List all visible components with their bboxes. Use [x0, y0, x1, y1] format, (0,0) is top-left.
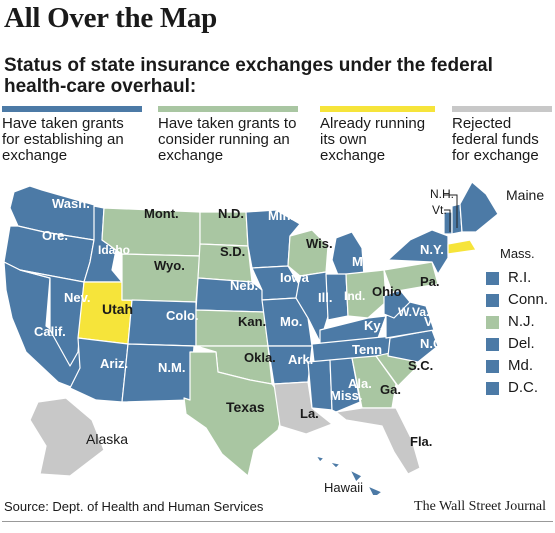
legend-label-rejected: Rejected federal funds for exchange: [452, 115, 539, 164]
map-title: All Over the Map: [4, 2, 217, 34]
state-label-maine: Maine: [506, 187, 544, 203]
state-label-texas: Texas: [226, 399, 265, 415]
state-label-s-c: S.C.: [408, 358, 433, 373]
state-pa: [383, 261, 439, 293]
state-label-ariz: Ariz.: [100, 356, 128, 371]
state-label-n-d: N.D.: [218, 206, 244, 221]
legend-swatch-running: [320, 106, 435, 112]
state-colo: [127, 299, 197, 347]
source-note: Source: Dept. of Health and Human Servic…: [4, 499, 264, 514]
side-legend-label: R.I.: [508, 269, 532, 286]
state-label-mass: Mass.: [500, 246, 535, 261]
side-legend-label: Md.: [508, 357, 534, 374]
credit-note: The Wall Street Journal: [414, 499, 546, 514]
state-label-calif: Calif.: [34, 324, 66, 339]
legend-item-consider: Have taken grants to consider running an…: [158, 106, 298, 164]
side-legend-swatch: [486, 360, 499, 373]
side-legend-swatch: [486, 294, 499, 307]
side-legend-swatch: [486, 272, 499, 285]
state-label-neb: Neb.: [230, 278, 258, 293]
state-mass: [447, 239, 477, 255]
state-label-n-m: N.M.: [158, 360, 185, 375]
state-label-alaska: Alaska: [86, 431, 128, 447]
side-legend-label: D.C.: [508, 379, 538, 396]
legend-swatch-rejected: [452, 106, 552, 112]
side-legend-swatch: [486, 316, 499, 329]
state-maine: [459, 181, 499, 233]
state-label-la: La.: [300, 406, 319, 421]
state-label-kan: Kan.: [238, 314, 266, 329]
state-label-n-h: N.H.: [430, 187, 454, 201]
side-legend-label: N.J.: [508, 313, 535, 330]
state-label-tenn: Tenn: [352, 342, 382, 357]
state-label-va: Va.: [424, 314, 443, 329]
side-legend-swatch: [486, 338, 499, 351]
state-label-mo: Mo.: [280, 314, 302, 329]
state-ohio: [345, 269, 387, 319]
state-label-idaho: Idaho: [98, 243, 130, 257]
side-legend-label: Del.: [508, 335, 535, 352]
state-label-w-va: W.Va.: [398, 305, 429, 319]
state-label-n-y: N.Y.: [420, 242, 444, 257]
legend-label-running: Already running its own exchange: [320, 115, 426, 164]
state-label-minn: Minn.: [268, 208, 302, 223]
state-ala: [329, 357, 361, 413]
state-miss: [307, 359, 333, 411]
map-subtitle: Status of state insurance exchanges unde…: [4, 55, 493, 97]
state-label-ind: Ind.: [344, 289, 365, 303]
state-hawaii: [315, 455, 383, 495]
state-label-n-c: N.C.: [420, 336, 446, 351]
state-ky: [319, 315, 387, 345]
state-label-ill: Ill.: [318, 290, 332, 305]
state-label-ky: Ky.: [364, 318, 383, 333]
state-label-vt: Vt.: [432, 203, 447, 217]
state-label-ga: Ga.: [380, 382, 401, 397]
state-label-fla: Fla.: [410, 434, 432, 449]
legend-label-consider: Have taken grants to consider running an…: [158, 115, 297, 164]
state-label-ohio: Ohio: [372, 284, 402, 299]
state-label-iowa: Iowa: [280, 270, 310, 285]
state-label-wis: Wis.: [306, 236, 333, 251]
bottom-rule: [2, 521, 553, 522]
state-label-ore: Ore.: [42, 228, 68, 243]
state-mo: [261, 297, 313, 347]
state-label-colo: Colo.: [166, 308, 199, 323]
legend-item-running: Already running its own exchange: [320, 106, 435, 164]
state-label-hawaii: Hawaii: [324, 480, 363, 495]
state-label-wash: Wash.: [52, 196, 90, 211]
state-texas: [183, 351, 287, 477]
state-la: [273, 381, 333, 435]
state-label-mich: Mich.: [352, 254, 385, 269]
legend-label-grants: Have taken grants for establishing an ex…: [2, 115, 124, 164]
legend-swatch-consider: [158, 106, 298, 112]
us-map: Wash. Ore. Calif. Nev. Idaho Utah Ariz. Mont. Wy…: [3, 181, 544, 495]
state-label-okla: Okla.: [244, 350, 276, 365]
state-label-pa: Pa.: [420, 274, 440, 289]
state-label-s-d: S.D.: [220, 244, 245, 259]
state-label-ark: Ark.: [288, 352, 313, 367]
side-legend-swatch: [486, 382, 499, 395]
legend-swatch-grants: [2, 106, 142, 112]
state-label-wyo: Wyo.: [154, 258, 185, 273]
legend-item-grants: Have taken grants for establishing an ex…: [2, 106, 142, 164]
state-label-miss: Miss.: [330, 388, 363, 403]
side-legend-label: Conn.: [508, 291, 549, 308]
state-label-nev: Nev.: [64, 290, 91, 305]
state-label-ala: Ala.: [348, 376, 372, 391]
state-label-mont: Mont.: [144, 206, 179, 221]
legend-item-rejected: Rejected federal funds for exchange: [452, 106, 552, 164]
state-alaska: [29, 397, 105, 477]
state-fla: [335, 407, 421, 475]
state-label-utah: Utah: [102, 301, 133, 317]
